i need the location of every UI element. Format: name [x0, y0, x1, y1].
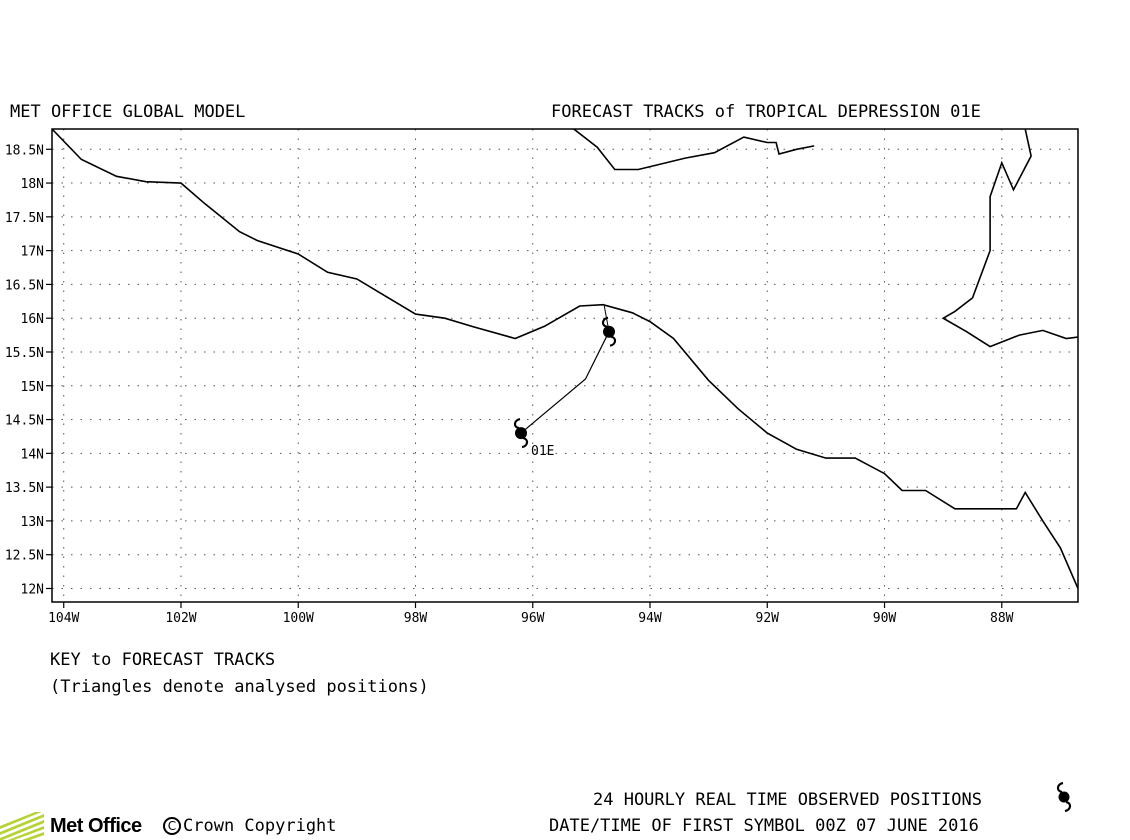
x-tick-label: 100W — [283, 611, 314, 626]
track-line — [520, 331, 610, 434]
y-tick-label: 17.5N — [5, 211, 44, 226]
y-tick-label: 13N — [21, 515, 44, 530]
y-tick-label: 18.5N — [5, 143, 44, 158]
y-tick-label: 12.5N — [5, 549, 44, 564]
y-tick-label: 15.5N — [5, 346, 44, 361]
x-tick-label: 90W — [873, 611, 897, 626]
y-tick-label: 16.5N — [5, 278, 44, 293]
x-tick-label: 96W — [521, 611, 545, 626]
copyright-text: Crown Copyright — [183, 816, 337, 836]
coastlines — [52, 129, 1078, 589]
x-tick-label: 98W — [404, 611, 428, 626]
y-tick-label: 18N — [21, 177, 44, 192]
map-frame — [51, 128, 1079, 603]
first-symbol-datetime: DATE/TIME OF FIRST SYMBOL 00Z 07 JUNE 20… — [549, 816, 979, 836]
brand-name: Met Office — [50, 815, 142, 837]
hurricane-symbol-icon — [1056, 781, 1072, 813]
axis-ticks: 104W 102W 100W 98W 96W 94W 92W 90W 88W 18.5N 18N 17… — [5, 143, 1014, 626]
y-tick-label: 14.5N — [5, 414, 44, 429]
met-office-logo-icon — [0, 812, 44, 840]
y-tick-label: 13.5N — [5, 481, 44, 496]
storm-track: 01E — [513, 305, 617, 459]
copyright-symbol-icon: C — [163, 817, 181, 835]
coastline — [941, 129, 1078, 348]
y-tick-label: 15N — [21, 380, 44, 395]
y-tick-label: 12N — [21, 582, 44, 597]
key-title: KEY to FORECAST TRACKS — [50, 650, 276, 670]
key-note: (Triangles denote analysed positions) — [50, 677, 429, 697]
y-tick-label: 14N — [21, 447, 44, 462]
x-tick-label: 92W — [756, 611, 780, 626]
chart-title: FORECAST TRACKS of TROPICAL DEPRESSION 0… — [551, 102, 981, 122]
y-tick-label: 16N — [21, 312, 44, 327]
x-tick-label: 88W — [990, 611, 1014, 626]
grid-lines — [52, 129, 1078, 602]
y-tick-label: 17N — [21, 245, 44, 260]
storm-position-icon — [601, 316, 617, 347]
model-title: MET OFFICE GLOBAL MODEL — [10, 102, 246, 122]
storm-position-icon — [513, 418, 529, 449]
observed-positions-legend: 24 HOURLY REAL TIME OBSERVED POSITIONS — [593, 790, 982, 810]
coastline — [573, 129, 815, 171]
coastline — [52, 129, 1078, 589]
x-tick-label: 102W — [165, 611, 196, 626]
copyright: C Crown Copyright — [163, 816, 337, 836]
x-tick-label: 94W — [638, 611, 662, 626]
storm-label: 01E — [531, 444, 554, 459]
x-tick-label: 104W — [48, 611, 79, 626]
